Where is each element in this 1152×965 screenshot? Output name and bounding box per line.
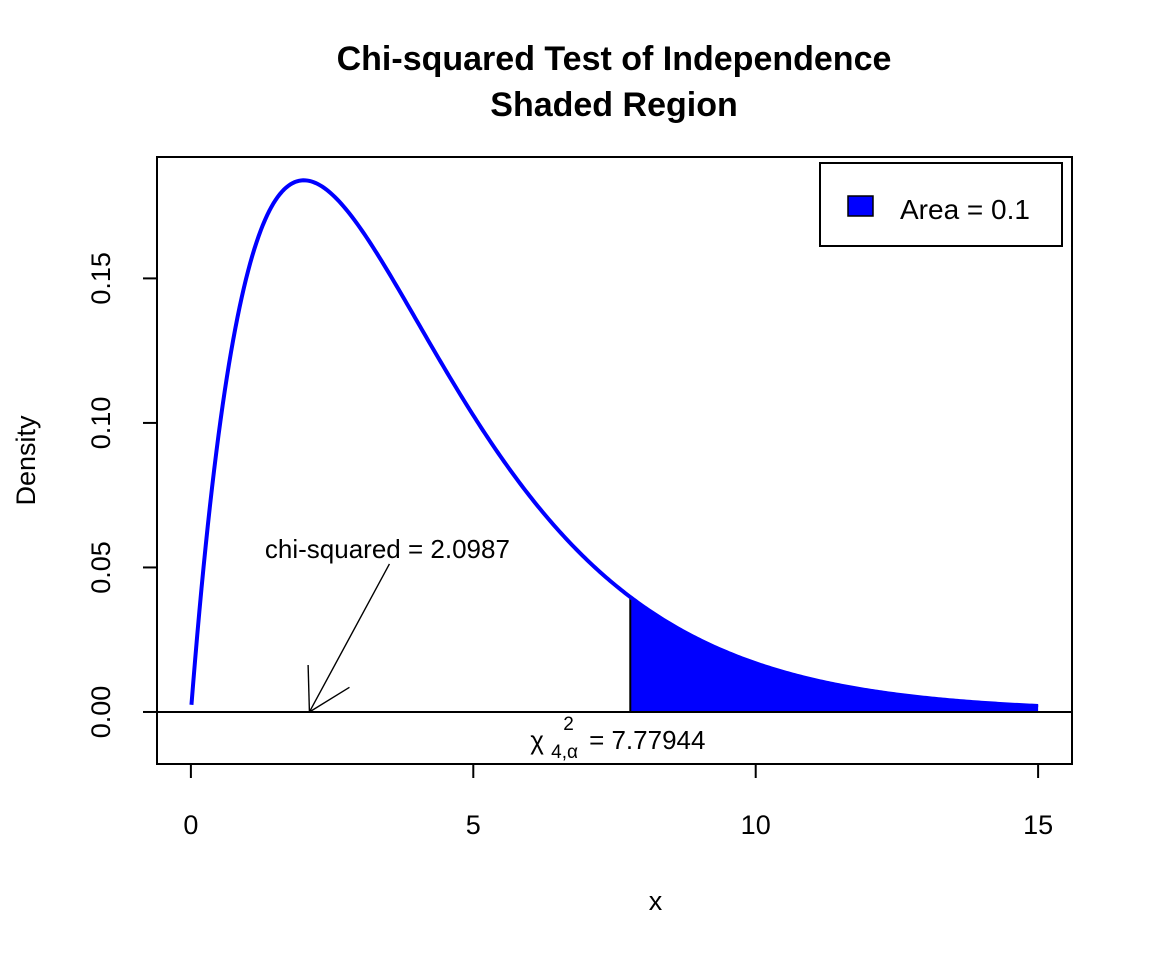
y-tick-label: 0.00 bbox=[86, 686, 116, 739]
density-curve bbox=[189, 178, 1039, 708]
statistic-arrow-shaft bbox=[308, 563, 391, 713]
critical-subscript: 4,α bbox=[551, 742, 578, 763]
y-axis: 0.00 0.05 0.10 0.15 bbox=[86, 252, 158, 739]
x-tick-label: 10 bbox=[741, 810, 771, 840]
chart-title: Chi-squared Test of Independence bbox=[337, 40, 892, 78]
statistic-arrow-head-left bbox=[307, 664, 311, 712]
critical-value-label: χ 4,α 2 = 7.77944 bbox=[530, 706, 705, 764]
shaded-region bbox=[630, 597, 1039, 712]
legend-entry-label: Area = 0.1 bbox=[900, 194, 1030, 225]
x-axis: 0 5 10 15 bbox=[183, 763, 1053, 840]
chart-subtitle: Shaded Region bbox=[490, 86, 737, 124]
x-tick-label: 0 bbox=[183, 810, 198, 840]
plot-frame bbox=[156, 156, 1073, 765]
critical-chi-symbol: χ bbox=[530, 725, 544, 755]
critical-value-text: = 7.77944 bbox=[589, 725, 705, 755]
statistic-arrow-head-right bbox=[309, 686, 350, 713]
legend: Area = 0.1 bbox=[819, 162, 1063, 247]
y-tick-label: 0.10 bbox=[86, 397, 116, 450]
y-axis-label: Density bbox=[11, 415, 41, 506]
statistic-label: chi-squared = 2.0987 bbox=[265, 534, 510, 564]
x-tick-label: 15 bbox=[1023, 810, 1053, 840]
y-tick-label: 0.05 bbox=[86, 541, 116, 594]
x-axis-label: x bbox=[649, 886, 663, 916]
y-tick-label: 0.15 bbox=[86, 252, 116, 305]
x-tick-label: 5 bbox=[466, 810, 481, 840]
critical-superscript: 2 bbox=[563, 714, 574, 735]
legend-swatch bbox=[847, 195, 874, 217]
